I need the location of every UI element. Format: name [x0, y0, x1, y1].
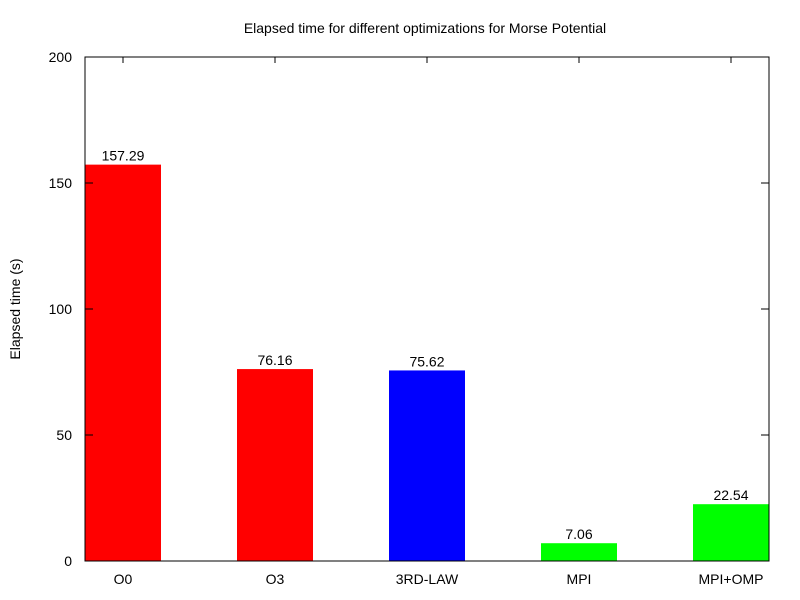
bar-value-label: 7.06: [565, 526, 592, 542]
bar-mpi: [541, 543, 617, 561]
chart-title: Elapsed time for different optimizations…: [244, 20, 606, 36]
x-tick-label: O0: [114, 571, 133, 587]
axes-layer: [84, 56, 770, 562]
x-tick-label: MPI: [567, 571, 592, 587]
x-tick-label: O3: [266, 571, 285, 587]
x-tick-label: MPI+OMP: [699, 571, 764, 587]
y-tick-label: 100: [49, 301, 73, 317]
y-tick-label: 150: [49, 175, 73, 191]
labels-layer: 157.29 O0 76.16 O3 75.62 3RD-LAW 7.06 MPI 22.54 M…: [49, 49, 764, 587]
bar-value-label: 22.54: [713, 487, 748, 503]
y-tick-label: 0: [64, 553, 72, 569]
bars-layer: [85, 164, 769, 561]
y-tick-label: 200: [49, 49, 73, 65]
y-axis-label: Elapsed time (s): [7, 258, 23, 359]
x-tick-label: 3RD-LAW: [396, 571, 459, 587]
bar-3rd-law: [389, 370, 465, 561]
bar-value-label: 76.16: [257, 352, 292, 368]
bar-o0: [85, 164, 161, 561]
bar-value-label: 75.62: [409, 353, 444, 369]
bar-mpi-omp: [693, 504, 769, 561]
bar-o3: [237, 369, 313, 561]
bar-value-label: 157.29: [102, 148, 145, 164]
y-tick-label: 50: [56, 427, 72, 443]
